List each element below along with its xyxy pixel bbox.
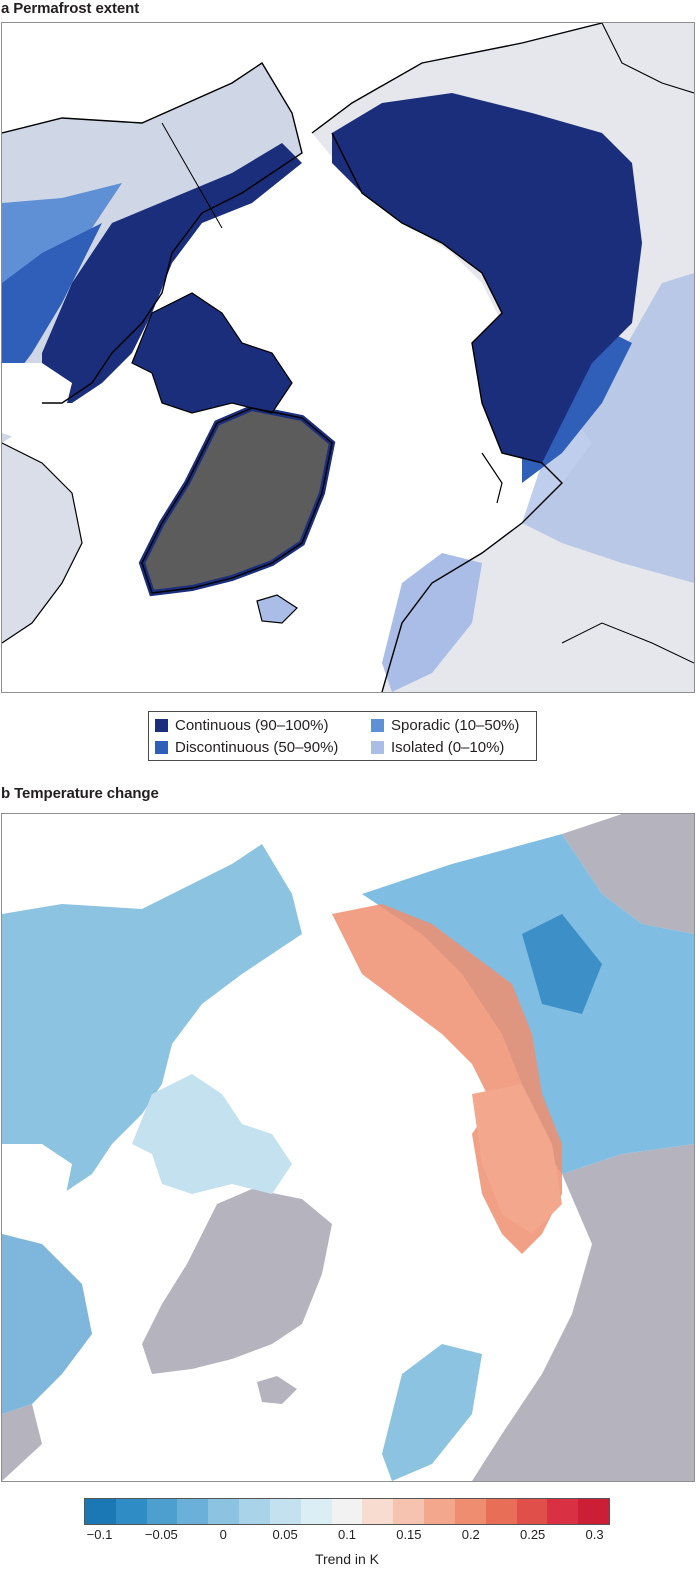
colorbar-segment xyxy=(547,1499,579,1524)
legend-item-sporadic: Sporadic (10–50%) xyxy=(371,717,519,734)
temperature-change-map xyxy=(1,813,695,1482)
continuous-swatch xyxy=(155,719,168,732)
panel-b-letter: b xyxy=(1,785,11,802)
colorbar-segment xyxy=(146,1499,178,1524)
panel-a-title-text: Permafrost extent xyxy=(13,0,140,17)
discontinuous-swatch xyxy=(155,741,168,754)
colorbar-tick-label: 0.05 xyxy=(272,1527,298,1542)
legend-label: Sporadic (10–50%) xyxy=(391,717,520,734)
colorbar-segment xyxy=(239,1499,270,1524)
scandinavia-sporadic-zone xyxy=(382,553,482,692)
iceland xyxy=(257,1376,297,1404)
colorbar-segment xyxy=(393,1499,425,1524)
iceland xyxy=(256,594,298,624)
colorbar-segment xyxy=(454,1499,486,1524)
colorbar-segment xyxy=(424,1499,455,1524)
siberia-deep-cooling xyxy=(522,914,602,1014)
arctic-archipelago-mixed xyxy=(132,1074,292,1194)
colorbar-tick-label: −0.1 xyxy=(86,1527,113,1542)
northeast-no-data-land xyxy=(562,814,694,934)
north-america-continuous-zone xyxy=(42,143,302,403)
north-america-discontinuous-zone xyxy=(2,223,102,393)
colorbar-segment xyxy=(516,1499,548,1524)
north-america-cooling xyxy=(2,844,302,1214)
southwest-no-data-land xyxy=(2,1404,42,1481)
west-siberia-warming xyxy=(472,1084,562,1234)
hudson-bay xyxy=(2,363,72,443)
north-america-south xyxy=(2,443,82,643)
legend-label: Isolated (0–10%) xyxy=(391,739,505,756)
panel-b-title-text: Temperature change xyxy=(14,785,159,802)
north-america-south-cooling xyxy=(2,1234,92,1414)
colorbar-segment xyxy=(85,1499,116,1524)
sporadic-swatch xyxy=(371,719,384,732)
north-america-sporadic-zone xyxy=(2,183,122,383)
colorbar-segment xyxy=(578,1499,610,1524)
legend-item-isolated: Isolated (0–10%) xyxy=(371,739,504,756)
scandinavia-cooling xyxy=(382,1344,482,1481)
hudson-bay xyxy=(2,1144,72,1224)
eurasia-cooling xyxy=(362,834,694,1174)
legend-label: Continuous (90–100%) xyxy=(175,717,329,734)
colorbar-title: Trend in K xyxy=(314,1551,380,1567)
colorbar-tick-label: 0 xyxy=(219,1527,227,1542)
colorbar xyxy=(84,1498,610,1525)
east-no-data-land xyxy=(472,1144,694,1481)
legend-label: Discontinuous (50–90%) xyxy=(175,739,339,756)
panel-b-title: b Temperature change xyxy=(1,785,159,802)
isolated-swatch xyxy=(371,741,384,754)
colorbar-segment xyxy=(208,1499,240,1524)
colorbar-segment xyxy=(485,1499,517,1524)
greenland-no-data xyxy=(142,1189,332,1374)
colorbar-segment xyxy=(362,1499,394,1524)
colorbar-tick-label: 0.1 xyxy=(337,1527,357,1542)
siberia-continuous-zone xyxy=(332,93,642,463)
greenland-ice-sheet xyxy=(142,408,332,593)
colorbar-tick-label: 0.25 xyxy=(519,1527,546,1542)
colorbar-tick-label: 0.15 xyxy=(396,1527,422,1542)
permafrost-map xyxy=(1,22,695,693)
colorbar-segment xyxy=(269,1499,301,1524)
eurasia-isolated-zone xyxy=(522,273,694,583)
colorbar-segment xyxy=(300,1499,332,1524)
panel-a-title: a Permafrost extent xyxy=(1,0,139,17)
colorbar-tick-label: −0.05 xyxy=(144,1527,178,1542)
arctic-archipelago xyxy=(132,293,292,413)
colorbar-tick-label: 0.3 xyxy=(585,1527,604,1542)
colorbar-segment xyxy=(331,1499,363,1524)
colorbar-tick-label: 0.2 xyxy=(461,1527,480,1542)
permafrost-legend: Continuous (90–100%) Sporadic (10–50%) D… xyxy=(148,711,537,761)
colorbar-segment xyxy=(177,1499,209,1524)
colorbar-segment xyxy=(115,1499,147,1524)
legend-item-discontinuous: Discontinuous (50–90%) xyxy=(155,739,338,756)
panel-a-letter: a xyxy=(1,0,10,17)
legend-item-continuous: Continuous (90–100%) xyxy=(155,717,328,734)
